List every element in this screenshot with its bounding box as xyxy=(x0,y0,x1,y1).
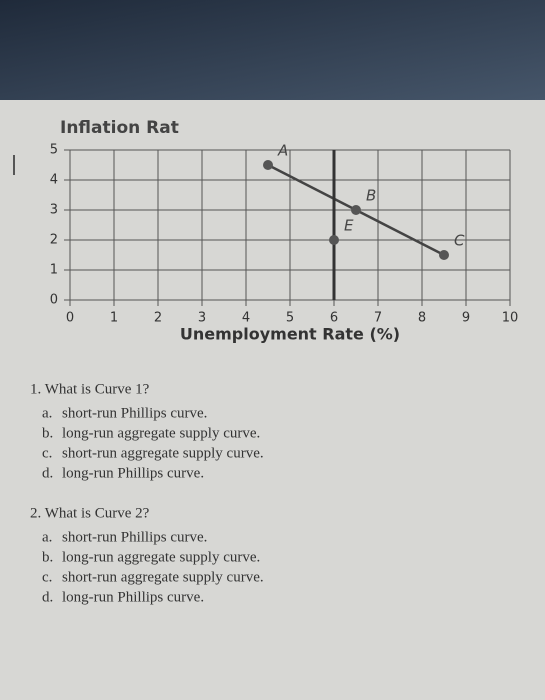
option-text: long-run aggregate supply curve. xyxy=(62,425,260,441)
option-text: short-run aggregate supply curve. xyxy=(62,445,264,461)
x-tick-label: 8 xyxy=(418,311,426,326)
option-letter: a. xyxy=(42,405,52,421)
y-tick-label: 4 xyxy=(50,173,58,188)
option-letter: d. xyxy=(42,465,53,481)
point xyxy=(439,250,449,260)
x-tick-label: 9 xyxy=(462,311,470,326)
point xyxy=(263,160,273,170)
option-text: long-run aggregate supply curve. xyxy=(62,549,260,565)
x-tick-label: 7 xyxy=(374,311,382,326)
y-tick-label: 1 xyxy=(50,263,58,278)
x-tick-label: 6 xyxy=(330,311,338,326)
y-tick-label: 5 xyxy=(50,143,58,158)
y-tick-label: 0 xyxy=(50,293,58,308)
option-letter: d. xyxy=(42,589,53,605)
background xyxy=(0,0,545,100)
question-title: 1. What is Curve 1? xyxy=(30,381,150,397)
option-text: short-run Phillips curve. xyxy=(62,405,207,421)
y-tick-label: 3 xyxy=(50,203,58,218)
question-title: 2. What is Curve 2? xyxy=(30,505,150,521)
point-label: B xyxy=(366,187,376,205)
x-axis-title: Unemployment Rate (%) xyxy=(180,325,400,344)
point-label: A xyxy=(277,142,288,160)
point-label: C xyxy=(454,232,465,250)
option-letter: c. xyxy=(42,569,52,585)
option-letter: a. xyxy=(42,529,52,545)
option-letter: b. xyxy=(42,425,53,441)
x-tick-label: 10 xyxy=(502,311,519,326)
option-text: long-run Phillips curve. xyxy=(62,589,204,605)
point xyxy=(329,235,339,245)
x-tick-label: 5 xyxy=(286,311,294,326)
option-letter: c. xyxy=(42,445,52,461)
point xyxy=(351,205,361,215)
x-tick-label: 4 xyxy=(242,311,250,326)
y-tick-label: 2 xyxy=(50,233,58,248)
x-tick-label: 2 xyxy=(154,311,162,326)
y-axis-title: Inflation Rat xyxy=(60,118,179,138)
option-text: short-run aggregate supply curve. xyxy=(62,569,264,585)
x-tick-label: 0 xyxy=(66,311,74,326)
point-label: E xyxy=(344,217,354,235)
option-text: long-run Phillips curve. xyxy=(62,465,204,481)
x-tick-label: 3 xyxy=(198,311,206,326)
option-text: short-run Phillips curve. xyxy=(62,529,207,545)
x-tick-label: 1 xyxy=(110,311,118,326)
option-letter: b. xyxy=(42,549,53,565)
